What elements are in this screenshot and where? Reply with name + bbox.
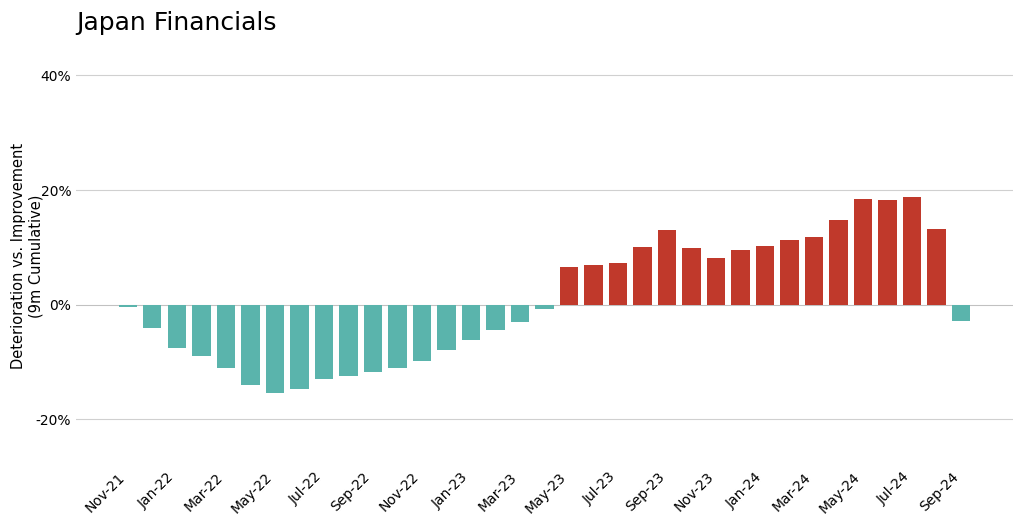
Bar (879, 200, 897, 305)
Bar (585, 265, 603, 305)
Bar (217, 305, 236, 368)
Bar (560, 267, 579, 305)
Bar (290, 305, 308, 389)
Bar (731, 250, 750, 305)
Bar (364, 305, 382, 372)
Bar (756, 246, 774, 305)
Bar (413, 305, 431, 361)
Bar (265, 305, 284, 394)
Bar (633, 247, 651, 305)
Bar (903, 197, 922, 305)
Bar (854, 199, 872, 305)
Bar (682, 248, 700, 305)
Bar (829, 220, 848, 305)
Bar (707, 258, 725, 305)
Bar (486, 305, 505, 330)
Bar (241, 305, 259, 385)
Y-axis label: Deterioration vs. Improvement
(9m Cumulative): Deterioration vs. Improvement (9m Cumula… (11, 143, 43, 369)
Bar (314, 305, 333, 379)
Bar (388, 305, 407, 368)
Bar (928, 229, 946, 305)
Bar (119, 305, 137, 307)
Bar (462, 305, 480, 340)
Bar (952, 305, 971, 320)
Bar (339, 305, 357, 376)
Bar (511, 305, 529, 322)
Bar (168, 305, 186, 348)
Bar (437, 305, 456, 350)
Bar (536, 305, 554, 309)
Text: Japan Financials: Japan Financials (76, 11, 276, 35)
Bar (143, 305, 162, 328)
Bar (609, 263, 627, 305)
Bar (780, 240, 799, 305)
Bar (805, 237, 823, 305)
Bar (657, 230, 676, 305)
Bar (193, 305, 211, 356)
